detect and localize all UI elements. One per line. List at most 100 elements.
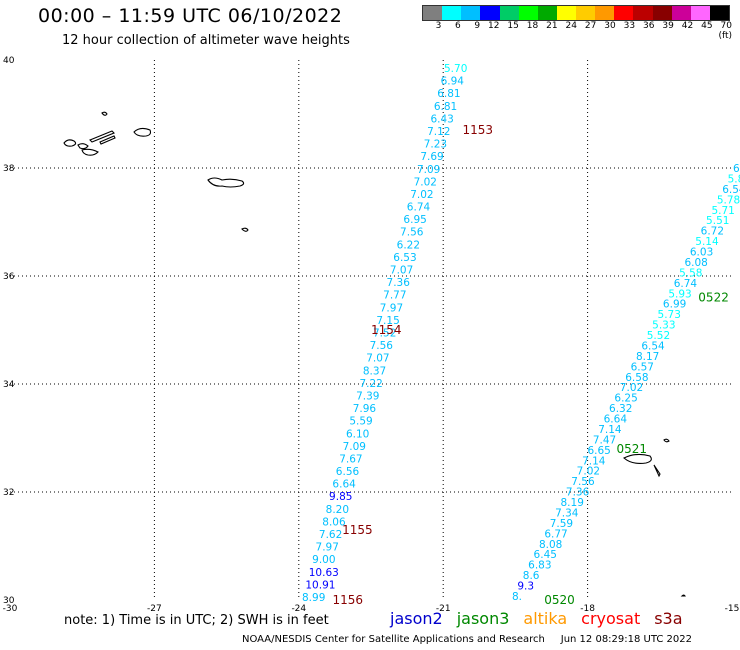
colorbar-label: 33 (623, 21, 636, 31)
colorbar-swatch (537, 6, 557, 20)
swh-value: 6.72 (701, 226, 724, 238)
swh-value: 7.69 (420, 151, 443, 163)
swh-value: 7.47 (593, 434, 616, 446)
pass-time-label: 0521 (616, 442, 647, 456)
swh-value: 5.78 (717, 194, 740, 206)
lon-tick-label: -15 (725, 604, 740, 614)
swh-value: 5.52 (647, 330, 670, 342)
swh-value: 8.06 (322, 516, 346, 528)
swh-value: 8.08 (539, 539, 562, 551)
swh-value: 6.81 (437, 88, 460, 100)
swh-value: 5.14 (695, 236, 719, 248)
wave-height-colorbar (422, 5, 730, 21)
swh-value: 7.23 (424, 139, 447, 151)
island-outline (77, 143, 89, 150)
swh-value: 7.02 (414, 176, 437, 188)
swh-value: 6.22 (397, 239, 420, 251)
swh-value: 10.63 (309, 567, 339, 579)
swh-value: 7.56 (571, 476, 595, 488)
colorbar-swatch (595, 6, 615, 20)
colorbar-labels: 3 6 9 12 15 18 21 24 27 30 33 36 39 42 45 70 (ft) (422, 21, 732, 41)
lat-tick-label: 36 (3, 272, 15, 282)
island-outline (101, 111, 108, 116)
swh-value: 8.37 (363, 365, 386, 377)
swh-value: 6.74 (407, 202, 431, 214)
swh-value: 6.03 (690, 247, 713, 259)
swh-value: 7.34 (555, 507, 579, 519)
swh-value: 5.51 (706, 215, 729, 227)
colorbar-swatch (442, 6, 462, 20)
credit-footer: NOAA/NESDIS Center for Satellite Applica… (242, 634, 692, 645)
island-outline (207, 177, 245, 188)
island-outline (653, 464, 661, 478)
colorbar-swatch (423, 6, 443, 20)
lon-tick-label: -27 (147, 604, 162, 614)
swh-value: 6.64 (604, 414, 628, 426)
satellite-legend: jason2 jason3 altika cryosat s3a (390, 609, 683, 628)
swh-value: 5.70 (444, 63, 467, 75)
swh-value: 7.97 (316, 542, 339, 554)
island-outline (63, 139, 77, 147)
satellite-legend-item: jason3 (456, 609, 510, 628)
colorbar-label: 42 (681, 21, 694, 31)
chart-title: 00:00 – 11:59 UTC 06/10/2022 (38, 5, 343, 27)
satellite-legend-item: cryosat (581, 609, 641, 628)
swh-value: 8.17 (636, 351, 659, 363)
colorbar-label: 6 (455, 21, 461, 31)
swh-value: 5.33 (652, 320, 675, 332)
swh-value: 7.62 (319, 529, 342, 541)
swh-value: 6.83 (528, 560, 551, 572)
island-outline (241, 227, 249, 232)
colorbar-label: 9 (474, 21, 481, 31)
pass-time-label: 1156 (332, 593, 363, 607)
swh-value: 7.14 (582, 455, 606, 467)
swh-value: 7.77 (383, 290, 406, 302)
swh-value: 8.20 (326, 504, 349, 516)
swh-value: 7.52 (373, 328, 396, 340)
swh-value: 6.08 (684, 257, 707, 269)
swh-value: 8.19 (561, 497, 584, 509)
satellite-legend-item: s3a (654, 609, 683, 628)
lat-tick-label: 40 (3, 56, 15, 66)
swh-value: 6.43 (430, 113, 453, 125)
colorbar-swatch (556, 6, 576, 20)
swh-value: 7.59 (550, 518, 573, 530)
swh-value: 7.36 (566, 487, 590, 499)
swh-value: 6.56 (336, 466, 360, 478)
colorbar-label: 39 (662, 21, 674, 31)
swh-value: 7.97 (380, 302, 403, 314)
map-grid (10, 60, 732, 600)
swh-value: 8.6 (523, 570, 540, 582)
colorbar-swatch (576, 6, 596, 20)
colorbar-swatch (461, 6, 481, 20)
swh-value: 7.02 (577, 466, 600, 478)
swh-value: 7.39 (356, 390, 379, 402)
swh-value: 8.99 (302, 592, 325, 604)
swh-value: 7.22 (359, 378, 382, 390)
swh-value: 5.58 (679, 267, 702, 279)
swh-value: 5.73 (658, 309, 681, 321)
swh-value: 7.09 (417, 164, 440, 176)
colorbar-label: 18 (526, 21, 539, 31)
colorbar-swatch (614, 6, 634, 20)
colorbar-label: 36 (643, 21, 655, 31)
island-outline (623, 453, 652, 464)
colorbar-label: 70 (ft) (718, 21, 732, 41)
swh-value: 7.07 (366, 353, 389, 365)
colorbar-swatch (633, 6, 653, 20)
satellite-legend-item: jason2 (390, 609, 443, 628)
swh-value: 9.3 (517, 581, 534, 593)
swh-value: 6.57 (631, 361, 654, 373)
colorbar-swatch (499, 6, 519, 20)
island-outlines (63, 111, 686, 597)
swh-value: 6.54 (641, 340, 665, 352)
swh-value: 6.58 (625, 372, 648, 384)
colorbar-label: 21 (546, 21, 558, 31)
swh-value: 6.10 (346, 428, 369, 440)
lat-tick-label: 32 (3, 488, 14, 498)
pass-time-labels: 1153 1154 1155 1156 0522 0521 0520 (332, 123, 728, 607)
swh-value: 6.53 (393, 252, 416, 264)
colorbar-label: 15 (507, 21, 519, 31)
lon-tick-label: -30 (3, 604, 18, 614)
